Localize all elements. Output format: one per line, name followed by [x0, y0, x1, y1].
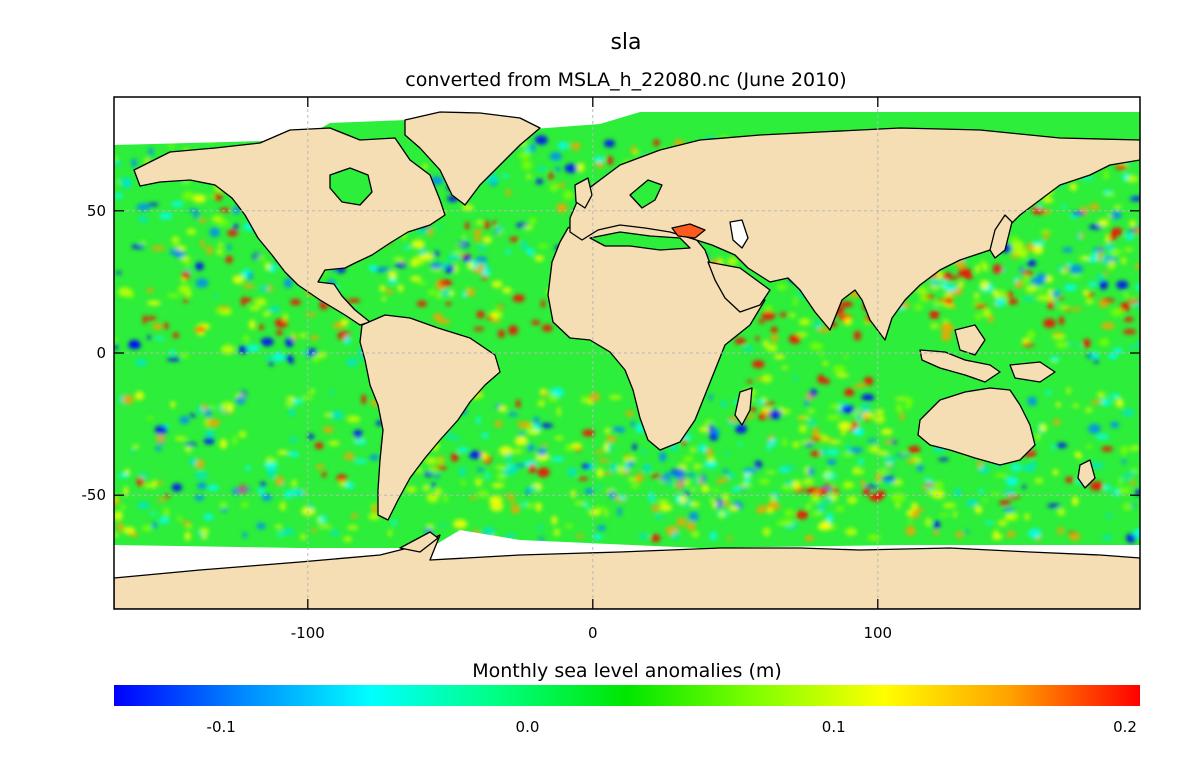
colorbar-tick-label: 0.2 [1113, 718, 1137, 736]
x-tick-label: -100 [291, 624, 325, 642]
greenland-land [404, 111, 541, 206]
y-tick-label: 50 [87, 202, 106, 220]
hudson-bay-water [329, 167, 373, 206]
japan-land [989, 214, 1013, 259]
graticule [114, 97, 1140, 609]
arabia-land [707, 261, 771, 313]
indonesia-land [919, 349, 1001, 383]
black-sea-water [671, 223, 706, 239]
y-tick-label: 0 [96, 344, 106, 362]
x-tick-label: 0 [588, 624, 598, 642]
axis-tick-labels: -100 0 100 50 0 -50 [82, 202, 893, 642]
caspian-sea-water [729, 219, 749, 249]
scandinavia-water [629, 179, 663, 209]
x-tick-label: 100 [863, 624, 892, 642]
antarctica-land [114, 534, 1140, 609]
colorbar [114, 685, 1140, 706]
great-britain-land [574, 177, 593, 209]
map-title: sla [610, 30, 642, 55]
eurasia-land [569, 127, 1140, 341]
colorbar-title: Monthly sea level anomalies (m) [472, 660, 782, 682]
new-guinea-land [1009, 361, 1056, 383]
south-america-land [359, 314, 501, 521]
colorbar-tick-label: 0.1 [822, 718, 846, 736]
y-tick-label: -50 [82, 486, 107, 504]
antarctic-peninsula-land [399, 531, 439, 553]
axis-ticks [114, 97, 1140, 609]
colorbar-tick-labels: -0.1 0.0 0.1 0.2 [207, 718, 1137, 736]
new-zealand-land [1077, 459, 1096, 489]
australia-land [917, 387, 1036, 466]
borneo-land [954, 324, 986, 356]
madagascar-land [734, 387, 753, 426]
colorbar-tick-label: -0.1 [207, 718, 236, 736]
mediterranean-water [589, 231, 691, 251]
colorbar-tick-label: 0.0 [516, 718, 540, 736]
map-subtitle: converted from MSLA_h_22080.nc (June 201… [405, 69, 847, 91]
land-masses [114, 111, 1140, 609]
